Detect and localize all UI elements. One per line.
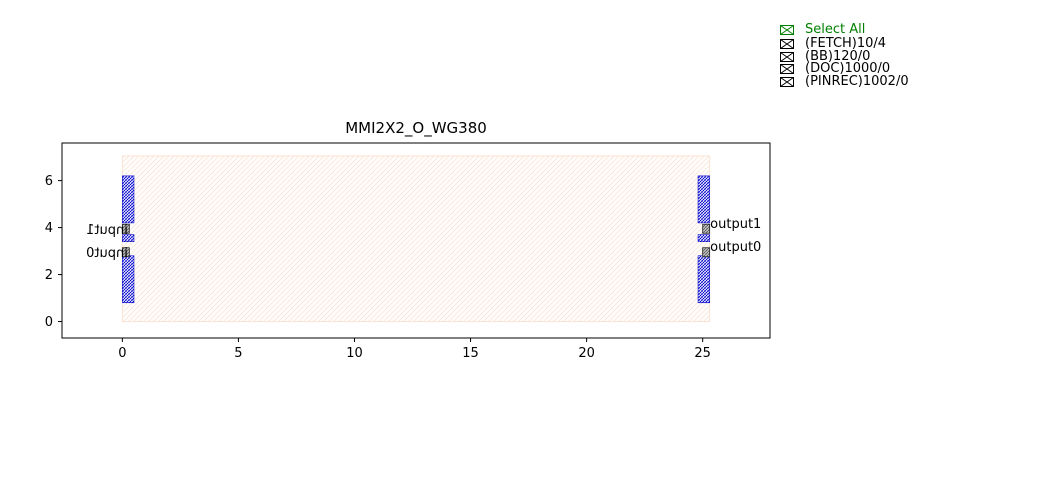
legend-item[interactable]: (BB)120/0 xyxy=(780,48,909,64)
chart-title: MMI2X2_O_WG380 xyxy=(345,119,487,138)
waveguide-rect xyxy=(122,234,135,242)
port-label: input0 xyxy=(86,246,128,261)
x-tick-label: 20 xyxy=(578,346,595,361)
waveguide-rect xyxy=(697,255,710,304)
x-tick-label: 10 xyxy=(346,346,363,361)
x-tick-label: 5 xyxy=(234,346,242,361)
waveguide-rect xyxy=(697,175,710,224)
legend-item[interactable]: (DOC)1000/0 xyxy=(780,61,909,76)
x-tick-label: 25 xyxy=(694,346,711,361)
checkbox-icon[interactable] xyxy=(780,51,794,62)
legend-select-all[interactable]: Select All xyxy=(780,22,909,38)
y-tick-label: 2 xyxy=(45,268,53,283)
legend-item-label: (PINREC)1002/0 xyxy=(805,73,909,89)
checkbox-icon[interactable] xyxy=(780,39,794,50)
legend-item[interactable]: (FETCH)10/4 xyxy=(780,36,909,51)
checkbox-icon[interactable] xyxy=(780,76,794,87)
axes-frame xyxy=(61,142,771,339)
y-tick-label: 6 xyxy=(45,174,53,189)
port-label: input1 xyxy=(86,223,128,238)
select-all-checkbox-icon[interactable] xyxy=(780,25,794,35)
x-tick-label: 15 xyxy=(462,346,479,361)
select-all-label: Select All xyxy=(805,21,866,37)
y-tick-label: 4 xyxy=(45,221,53,236)
port-marker xyxy=(702,223,711,234)
waveguide-rect xyxy=(122,255,135,304)
waveguide-rect xyxy=(697,234,710,242)
port-label: output0 xyxy=(710,240,761,255)
port-marker xyxy=(121,223,130,234)
port-marker xyxy=(702,247,711,258)
legend-item-label: (DOC)1000/0 xyxy=(805,61,891,76)
port-label: output1 xyxy=(710,217,761,232)
bounding-box xyxy=(121,155,711,323)
x-tick-label: 0 xyxy=(118,346,126,361)
y-tick-label: 0 xyxy=(45,315,53,330)
waveguide-rect xyxy=(122,175,135,224)
port-marker xyxy=(121,247,130,258)
checkbox-icon[interactable] xyxy=(780,64,794,75)
legend-item[interactable]: (PINREC)1002/0 xyxy=(780,73,909,89)
legend-item-label: (BB)120/0 xyxy=(805,48,871,64)
legend-item-label: (FETCH)10/4 xyxy=(805,36,887,51)
legend: Select All (FETCH)10/4 (BB)120/0 (DOC)10… xyxy=(780,22,909,88)
